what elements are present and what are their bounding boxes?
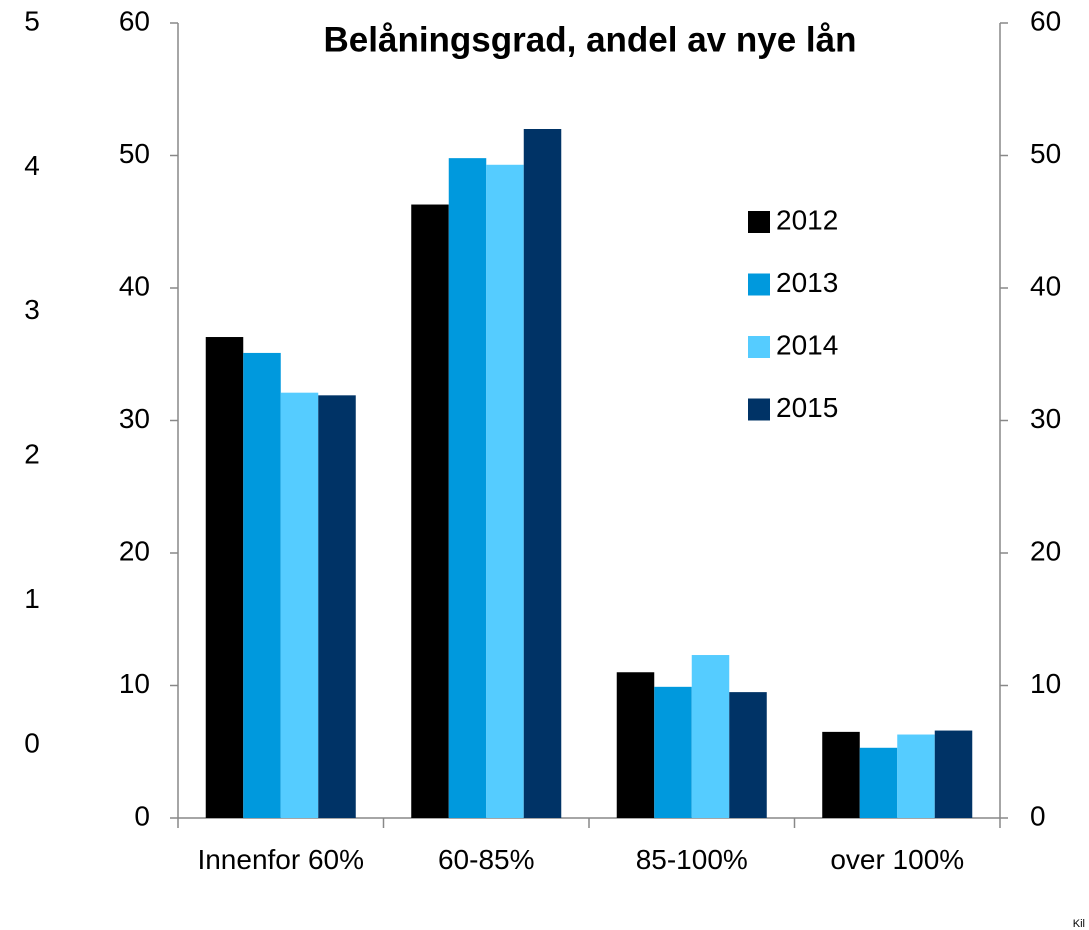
source: Kil [1073,918,1085,930]
legend-swatch [748,398,770,421]
y2-tick-label: 40 [1030,270,1061,301]
legend-label: 2015 [776,392,838,423]
bar [486,164,524,818]
y2-tick-label: 0 [1030,800,1046,831]
chart-title: Belåningsgrad, andel av nye lån [324,20,857,59]
legend-swatch [748,336,770,358]
y3-tick-label: 1 [24,583,40,614]
x-tick-label: Innenfor 60% [197,844,365,875]
y2-tick-label: 50 [1030,138,1061,169]
legend-swatch [748,273,770,296]
bar [616,672,655,818]
y-tick-label: 40 [119,270,150,301]
x-tick-label-box: 85-100% [635,844,748,875]
x-tick-label: 85-100% [635,844,748,875]
bar [205,337,244,818]
y-tick-label: 30 [119,403,150,434]
y2-tick-label: 30 [1030,403,1061,434]
y-tick-label: 10 [119,668,150,699]
bar [822,731,860,818]
bar [243,352,281,818]
bar [691,655,730,818]
y3-tick-label: 4 [24,150,40,181]
y3-tick-label: 0 [24,727,40,758]
bar [318,395,356,818]
y3-tick-label: 5 [24,5,40,36]
y2-tick-label: 20 [1030,535,1061,566]
x-tick-label-box: 60-85% [437,844,535,875]
y2-tick-label: 10 [1030,668,1061,699]
legend-label: 2014 [776,329,838,360]
bar [411,204,449,818]
y-tick-label: 50 [119,138,150,169]
x-tick-label: 60-85% [437,844,535,875]
bar [729,692,767,818]
y3-tick-label: 3 [24,294,40,325]
y3-tick-label: 2 [24,439,40,470]
x-tick-label: over 100% [830,844,965,875]
y-tick-label: 20 [119,535,150,566]
y-tick-label: 0 [134,800,150,831]
legend-label: 2013 [776,267,838,298]
y2-tick-label: 60 [1030,5,1061,36]
bar [523,129,562,818]
bar [280,392,319,818]
legend-swatch [748,211,770,233]
bar [934,730,973,818]
x-tick-label-box: Innenfor 60% [197,844,365,875]
x-tick-label-box: over 100% [830,844,965,875]
legend-label: 2012 [776,204,838,235]
y-tick-label: 60 [119,5,150,36]
bar [897,734,935,818]
bar [654,686,692,818]
bar [859,747,898,818]
bar [448,158,487,818]
